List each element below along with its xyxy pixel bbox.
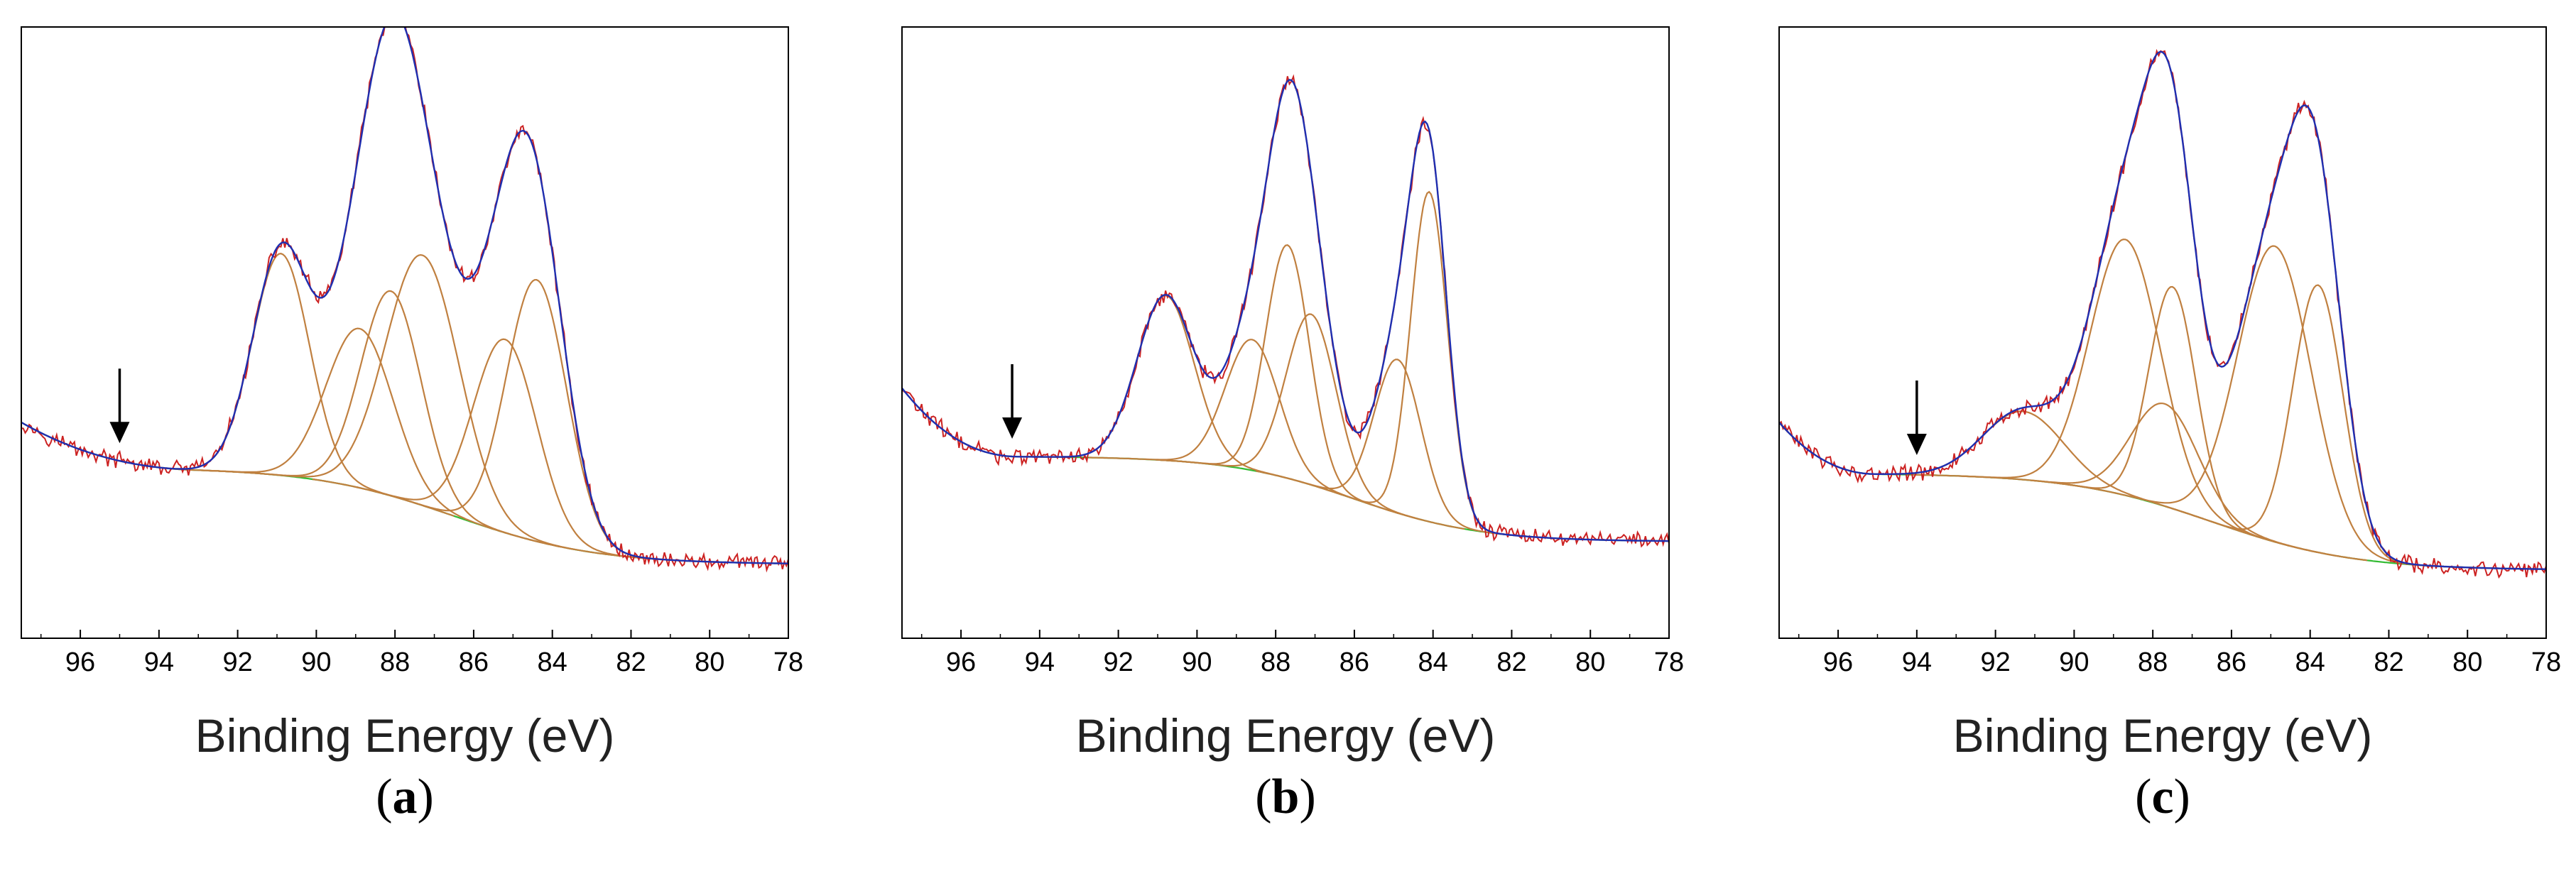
component-peak-3 [198,253,647,559]
x-tick-label: 94 [1025,647,1055,677]
component-peak-1 [1316,190,1542,539]
arrow-marker [1002,364,1023,439]
component-peak-2 [312,338,698,562]
raw-spectrum-line [22,28,788,573]
x-tick-label: 84 [2295,647,2325,677]
envelope-fit-line [22,28,788,564]
x-tick-label: 82 [2374,647,2403,677]
x-tick-label: 86 [2217,647,2246,677]
component-peak-5 [1089,339,1416,519]
x-axis-title: Binding Energy (eV) [1953,709,2373,762]
x-tick-label: 84 [1418,647,1448,677]
x-tick-label: 92 [1103,647,1133,677]
arrow-marker [1906,380,1927,455]
x-tick-label: 88 [1261,647,1290,677]
plot-area [22,28,788,573]
x-tick-label: 90 [301,647,331,677]
component-peak-6 [992,294,1339,495]
component-peak-2 [1256,359,1540,538]
x-tick-label: 90 [2059,647,2089,677]
envelope-fit-line [1780,50,2545,570]
x-tick-label: 80 [1575,647,1605,677]
background-line [22,422,788,564]
component-peak-4 [208,290,575,550]
component-peak-5 [155,327,563,548]
x-tick-label: 96 [65,647,95,677]
panel-label: (a) [376,770,434,824]
x-tick-label: 82 [1496,647,1526,677]
plot-frame [1778,26,2547,639]
x-tick-label: 78 [2531,647,2561,677]
x-tick-label: 92 [222,647,252,677]
component-peak-3 [1159,313,1465,530]
component-peak-6 [107,253,455,517]
panel-label: (b) [1255,770,1316,824]
x-tick-label: 80 [695,647,724,677]
x-tick-label: 92 [1980,647,2010,677]
plot-frame [901,26,1670,639]
chart-panel-a: 96 94 92 90 88 86 84 82 80 78 Binding Energy (eV) (… [21,26,803,824]
x-tick-label: 96 [1823,647,1853,677]
component-peak-1 [2166,284,2472,569]
arrow-marker [109,368,130,444]
plot-area [903,74,1668,548]
x-axis-title: Binding Energy (eV) [195,709,615,762]
x-tick-label: 94 [144,647,174,677]
x-tick-label: 88 [2138,647,2168,677]
plot-frame [21,26,789,639]
x-tick-label: 78 [1654,647,1684,677]
component-peak-3 [2031,285,2315,552]
x-tick-label: 88 [380,647,410,677]
component-peak-2 [2050,245,2499,569]
chart-panel-c: 96 94 92 90 88 86 84 82 80 78 Binding Energy (eV) (… [1778,26,2561,824]
background-line [903,388,1668,542]
x-tick-label: 94 [1902,647,1932,677]
background-line [1780,422,2545,570]
envelope-fit-line [903,79,1668,542]
raw-spectrum-line [903,74,1668,548]
x-tick-label: 84 [538,647,567,677]
raw-spectrum-line [1780,48,2545,579]
chart-panel-b: 96 94 92 90 88 86 84 82 80 78 Binding Energy (eV) (… [901,26,1684,824]
x-tick-label: 96 [946,647,976,677]
panel-label: (c) [2135,770,2190,824]
x-axis-title: Binding Energy (eV) [1076,709,1496,762]
x-tick-label: 82 [616,647,646,677]
x-tick-label: 90 [1182,647,1212,677]
x-tick-label: 86 [1339,647,1369,677]
component-peak-4 [1962,402,2368,562]
x-tick-label: 80 [2452,647,2482,677]
x-tick-label: 78 [773,647,803,677]
component-peak-5 [1911,239,2340,557]
plot-area [1780,48,2545,579]
x-tick-label: 86 [459,647,489,677]
